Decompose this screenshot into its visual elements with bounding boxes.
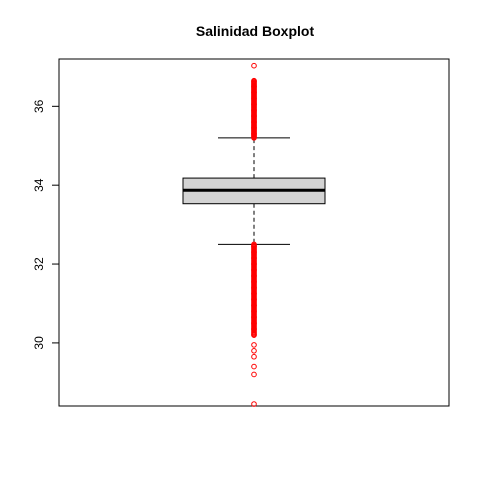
outlier-point xyxy=(251,326,257,332)
outlier-point xyxy=(251,261,257,267)
outlier-point xyxy=(251,308,257,315)
outlier-point xyxy=(251,243,257,250)
outlier-points xyxy=(251,62,257,407)
outlier-point xyxy=(251,347,257,354)
outlier-point xyxy=(251,107,257,114)
outlier-point xyxy=(251,249,257,256)
y-tick-label: 36 xyxy=(32,99,46,113)
box-group xyxy=(182,137,326,245)
outlier-point xyxy=(251,95,257,102)
y-tick-label: 34 xyxy=(32,178,46,192)
outlier-point xyxy=(251,314,257,321)
outlier-point xyxy=(251,255,257,261)
outlier-point xyxy=(251,113,257,119)
chart-title: Salinidad Boxplot xyxy=(196,23,315,39)
outlier-point xyxy=(251,302,257,309)
outlier-point xyxy=(251,267,257,273)
outlier-point xyxy=(251,290,257,297)
outlier-point xyxy=(251,273,257,279)
outlier-point xyxy=(251,125,257,131)
outlier-point xyxy=(251,119,257,125)
y-axis: 30 32 34 36 xyxy=(32,99,59,350)
outlier-point xyxy=(251,296,257,303)
outlier-point xyxy=(251,363,257,370)
outlier-point xyxy=(251,320,257,326)
outlier-point xyxy=(251,371,257,378)
outlier-point xyxy=(251,278,257,285)
outlier-point xyxy=(251,401,257,407)
outlier-point xyxy=(251,77,257,84)
y-tick-label: 32 xyxy=(32,257,46,271)
outlier-point xyxy=(251,83,257,90)
y-tick-label: 30 xyxy=(32,336,46,350)
outlier-point xyxy=(251,353,257,360)
outlier-point xyxy=(251,284,257,291)
outlier-point xyxy=(251,89,257,96)
outlier-point xyxy=(251,241,257,248)
outlier-point xyxy=(251,342,257,348)
outlier-point xyxy=(251,101,257,108)
outlier-point xyxy=(251,131,257,137)
outlier-point xyxy=(251,332,257,338)
outlier-point xyxy=(251,62,257,69)
